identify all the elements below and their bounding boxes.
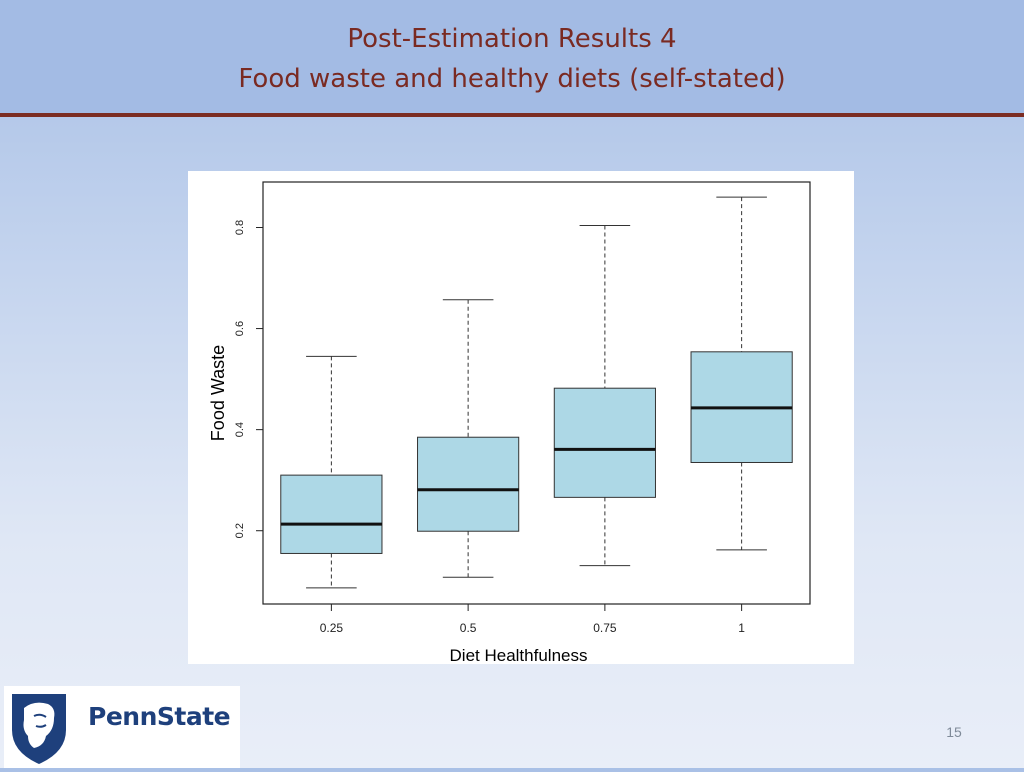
y-axis-label: Food Waste <box>208 345 228 441</box>
y-tick-label: 0.2 <box>234 523 246 538</box>
header-divider <box>0 113 1024 117</box>
box-0.75 <box>553 387 656 498</box>
boxplot-chart: 0.2 0.4 0.6 0.8 Food Waste 0.25 0.5 0.75 1 Diet H… <box>188 171 854 664</box>
x-axis-label: Diet Healthfulness <box>450 646 588 664</box>
y-tick-label: 0.4 <box>234 422 246 437</box>
box-0.25 <box>280 474 383 554</box>
slide-subtitle: Food waste and healthy diets (self-state… <box>238 64 786 94</box>
x-tick-label: 1 <box>738 621 745 635</box>
logo-wordmark: PennState <box>88 702 231 731</box>
pennstate-logo: PennState <box>4 686 240 768</box>
plot-frame <box>262 181 811 605</box>
y-tick-label: 0.8 <box>234 220 246 235</box>
nittany-lion-shield-icon <box>12 694 66 764</box>
slide-title: Post-Estimation Results 4 <box>347 24 677 54</box>
x-tick-label: 0.5 <box>460 621 477 635</box>
x-tick-label: 0.25 <box>320 621 344 635</box>
box-0.5 <box>417 436 520 532</box>
x-tick-label: 0.75 <box>593 621 617 635</box>
slide-header <box>0 0 1024 114</box>
chart-svg: 0.2 0.4 0.6 0.8 Food Waste 0.25 0.5 0.75 1 Diet H… <box>208 181 811 664</box>
y-tick-label: 0.6 <box>234 321 246 336</box>
page-number: 15 <box>946 724 962 740</box>
